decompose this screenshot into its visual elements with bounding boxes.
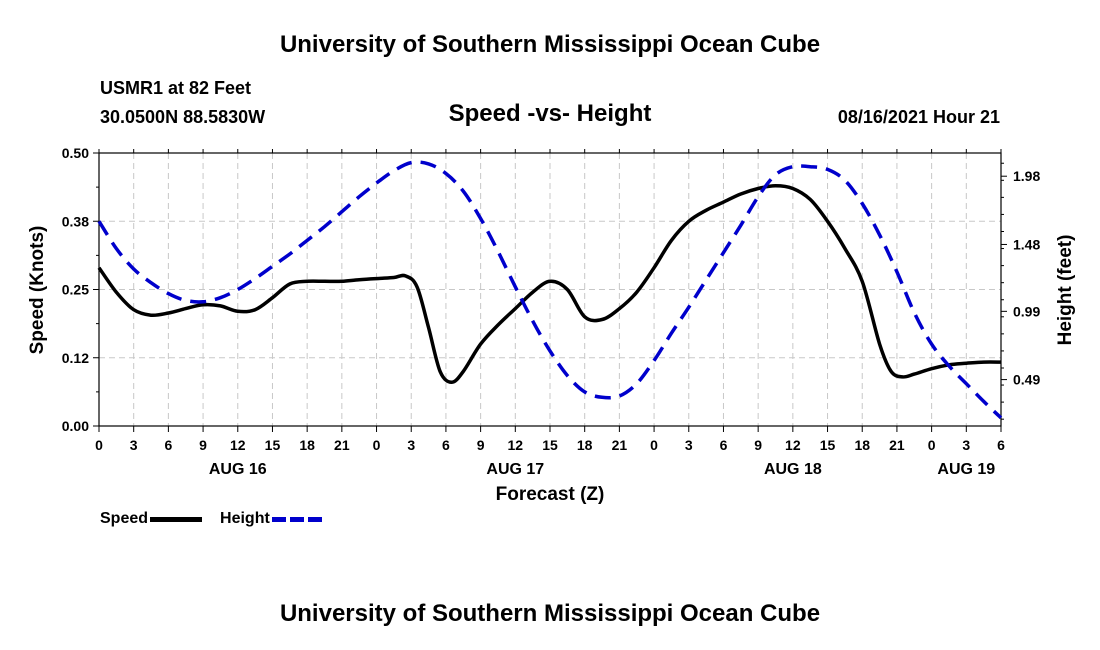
y-tick-label: 0.25 <box>62 282 89 298</box>
legend-speed: Speed <box>100 510 203 528</box>
x-tick-label: 9 <box>477 437 485 453</box>
x-tick-label: 9 <box>199 437 207 453</box>
y2-tick-label: 1.48 <box>1013 236 1040 252</box>
y2-tick-label: 1.98 <box>1013 168 1040 184</box>
x-tick-label: 21 <box>889 437 905 453</box>
x-tick-label: 9 <box>754 437 762 453</box>
y2-tick-label: 0.49 <box>1013 372 1040 388</box>
x-tick-label: 18 <box>854 437 870 453</box>
x-tick-label: 12 <box>508 437 524 453</box>
x-tick-label: 15 <box>265 437 281 453</box>
datetime-label: 08/16/2021 Hour 21 <box>837 107 1000 127</box>
x-tick-label: 0 <box>95 437 103 453</box>
x-tick-label: 3 <box>962 437 970 453</box>
axes: 0 3 6 9 12 15 18 21 0 3 6 9 12 15 18 21 0 3 6 9 12 15 18 21 0 3 6A… <box>62 145 1041 478</box>
x-tick-label: 21 <box>612 437 628 453</box>
x-tick-label: 15 <box>542 437 558 453</box>
x-tick-label: 0 <box>650 437 658 453</box>
x-tick-label: 12 <box>785 437 801 453</box>
legend-height: Height <box>220 510 324 528</box>
station-label: USMR1 at 82 Feet <box>100 78 252 98</box>
date-label: AUG 16 <box>209 461 267 478</box>
axis-labels: Forecast (Z) Speed (Knots) Height (feet) <box>27 226 1076 505</box>
date-label: AUG 19 <box>937 461 995 478</box>
date-label: AUG 18 <box>764 461 822 478</box>
x-tick-label: 6 <box>997 437 1005 453</box>
legend-height-swatch <box>271 516 324 522</box>
x-tick-label: 6 <box>442 437 450 453</box>
x-tick-label: 15 <box>820 437 836 453</box>
y-tick-label: 0.12 <box>62 350 89 366</box>
series-line-speed <box>97 184 1002 385</box>
legend-speed-label: Speed <box>100 510 149 527</box>
x-tick-label: 18 <box>577 437 593 453</box>
x-tick-label: 0 <box>928 437 936 453</box>
x-tick-label: 6 <box>720 437 728 453</box>
x-tick-label: 21 <box>334 437 350 453</box>
x-tick-label: 0 <box>373 437 381 453</box>
footer-title: University of Southern Mississippi Ocean… <box>279 600 821 627</box>
legend: Speed Height <box>100 510 342 528</box>
chart-title: Speed -vs- Height <box>448 100 652 127</box>
date-label: AUG 17 <box>486 461 544 478</box>
series-layer <box>97 160 1003 420</box>
y-tick-label: 0.50 <box>62 145 89 161</box>
series-line-height <box>97 160 1003 420</box>
y-tick-label: 0.38 <box>62 213 89 229</box>
x-tick-label: 12 <box>230 437 246 453</box>
x-tick-label: 6 <box>164 437 172 453</box>
x-tick-label: 3 <box>685 437 693 453</box>
y2-tick-label: 0.99 <box>1013 303 1040 319</box>
legend-speed-swatch <box>150 516 203 522</box>
y-axis-label: Speed (Knots) <box>27 226 48 355</box>
page-title: University of Southern Mississippi Ocean… <box>279 31 821 58</box>
x-axis-label: Forecast (Z) <box>496 484 605 505</box>
x-tick-label: 3 <box>407 437 415 453</box>
legend-height-label: Height <box>220 510 270 527</box>
grid-lines <box>99 153 1001 426</box>
y-tick-label: 0.00 <box>62 418 89 434</box>
x-tick-label: 3 <box>130 437 138 453</box>
coordinates-label: 30.0500N 88.5830W <box>100 107 266 127</box>
y2-axis-label: Height (feet) <box>1055 235 1076 346</box>
x-tick-label: 18 <box>299 437 315 453</box>
